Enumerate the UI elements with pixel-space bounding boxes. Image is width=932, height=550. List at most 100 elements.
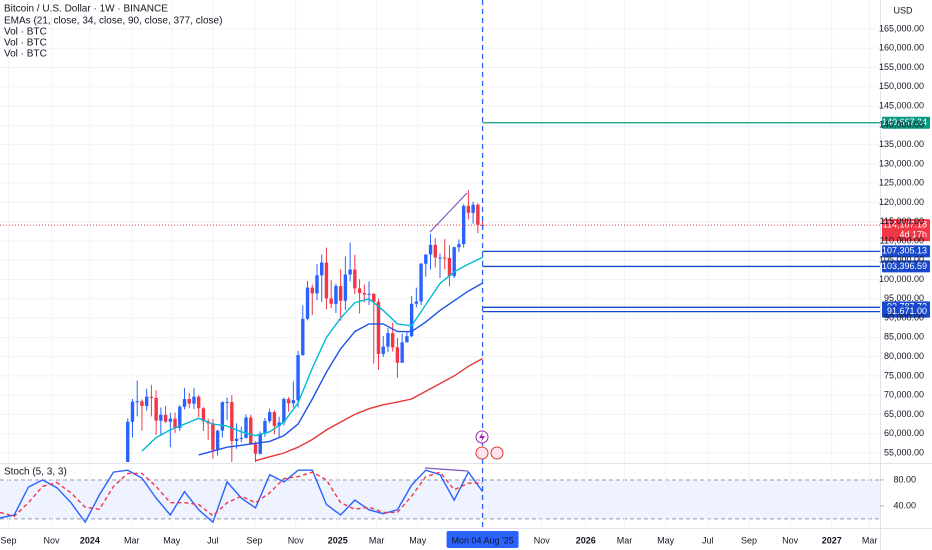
crosshair-time-label: Mon 04 Aug '25 xyxy=(451,535,513,545)
last-price-label-bg xyxy=(882,219,930,242)
x-tick-label: 2026 xyxy=(576,535,596,545)
economic-event-icon[interactable] xyxy=(490,446,504,460)
currency-label: USD xyxy=(893,5,913,15)
level-label-bg xyxy=(882,245,930,258)
x-tick-label: Mar xyxy=(862,535,878,545)
stoch-line xyxy=(0,469,484,524)
candle-body xyxy=(182,399,187,407)
candle-body xyxy=(192,396,196,404)
y-tick-label: 40.00 xyxy=(893,500,916,510)
last-price-label: 114,107.18 xyxy=(883,220,927,230)
candle-body xyxy=(405,336,409,343)
candle-body xyxy=(424,254,428,264)
economic-event-icon[interactable] xyxy=(475,446,489,460)
y-tick-label: 125,000.00 xyxy=(879,178,924,188)
candle-body xyxy=(135,401,139,403)
x-tick-label: 2024 xyxy=(80,535,100,545)
candle-body xyxy=(126,421,130,462)
x-tick-label: Mar xyxy=(124,535,140,545)
x-tick-label: Mar xyxy=(617,535,633,545)
candle-body xyxy=(338,286,343,301)
level-label-bg xyxy=(882,305,930,318)
candle-body xyxy=(390,333,395,348)
indicator-legend: EMAs (21, close, 34, close, 90, close, 3… xyxy=(4,16,222,27)
x-tick-label: Nov xyxy=(288,535,305,545)
candle-body xyxy=(353,269,357,289)
candle-body xyxy=(301,318,305,356)
trendline xyxy=(429,192,468,233)
candle-body xyxy=(329,298,333,304)
y-tick-label: 65,000.00 xyxy=(884,409,924,419)
y-tick-label: 115,000.00 xyxy=(880,216,924,226)
candle-body xyxy=(277,422,281,426)
candle-body xyxy=(154,397,158,421)
y-tick-label: 85,000.00 xyxy=(884,332,924,342)
candle-body xyxy=(452,247,456,277)
candle-body xyxy=(144,396,149,406)
candle-body xyxy=(258,433,262,454)
candle-body xyxy=(438,257,442,259)
x-tick-label: Jul xyxy=(702,535,714,545)
x-tick-label: Sep xyxy=(1,535,17,545)
x-tick-label: May xyxy=(657,535,675,545)
candle-body xyxy=(471,204,475,213)
indicator-legend: Vol · BTC xyxy=(4,38,47,49)
level-label: 103,396.59 xyxy=(882,261,927,271)
candle-body xyxy=(201,408,206,422)
candle-body xyxy=(159,414,163,421)
bar-countdown: 4d 17h xyxy=(899,230,927,240)
y-tick-label: 75,000.00 xyxy=(884,370,924,380)
indicator-legend: Vol · BTC xyxy=(4,27,47,38)
candle-body xyxy=(476,204,480,225)
y-tick-label: 80,000.00 xyxy=(884,351,924,361)
x-tick-label: Nov xyxy=(534,535,551,545)
candle-body xyxy=(348,269,352,275)
candle-body xyxy=(376,301,381,354)
candle-body xyxy=(220,402,225,431)
x-tick-label: May xyxy=(409,535,427,545)
candle-body xyxy=(249,417,253,445)
candle-body xyxy=(428,244,433,255)
candle-body xyxy=(168,418,173,422)
stoch-title: Stoch (5, 3, 3) xyxy=(4,467,67,478)
y-tick-label: 80.00 xyxy=(893,474,916,484)
y-tick-label: 70,000.00 xyxy=(884,390,924,400)
y-tick-label: 120,000.00 xyxy=(879,197,924,207)
x-tick-label: Nov xyxy=(44,535,61,545)
candle-body xyxy=(163,414,168,422)
x-tick-label: Sep xyxy=(741,535,757,545)
candle-body xyxy=(282,399,286,423)
event-icon-glyph xyxy=(479,432,485,442)
candle-body xyxy=(386,333,390,347)
candle-body xyxy=(178,406,182,428)
y-tick-label: 130,000.00 xyxy=(879,158,924,168)
candle-body xyxy=(310,287,314,294)
y-tick-label: 95,000.00 xyxy=(884,293,924,303)
x-tick-label: 2027 xyxy=(822,535,842,545)
candle-body xyxy=(272,412,277,426)
level-label-bg xyxy=(882,116,930,129)
x-tick-label: Nov xyxy=(782,535,799,545)
candle-body xyxy=(263,420,267,434)
candle-body xyxy=(315,275,319,294)
y-tick-label: 90,000.00 xyxy=(884,312,924,322)
y-tick-label: 140,000.00 xyxy=(879,120,924,130)
candle-body xyxy=(457,244,461,248)
candle-body xyxy=(414,301,419,304)
candle-body xyxy=(244,417,248,438)
crosshair-label-bg xyxy=(446,531,519,548)
candle-body xyxy=(381,346,385,354)
ema-line xyxy=(198,282,483,456)
candle-body xyxy=(291,400,296,404)
y-tick-label: 105,000.00 xyxy=(879,255,924,265)
candle-body xyxy=(372,293,376,302)
candle-body xyxy=(305,287,310,319)
y-tick-label: 60,000.00 xyxy=(884,428,924,438)
candle-body xyxy=(187,399,191,404)
level-label: 140,667.24 xyxy=(882,117,927,127)
stoch-band xyxy=(0,479,880,519)
candle-body xyxy=(367,293,371,295)
candle-body xyxy=(343,274,348,301)
y-tick-label: 155,000.00 xyxy=(879,62,924,72)
